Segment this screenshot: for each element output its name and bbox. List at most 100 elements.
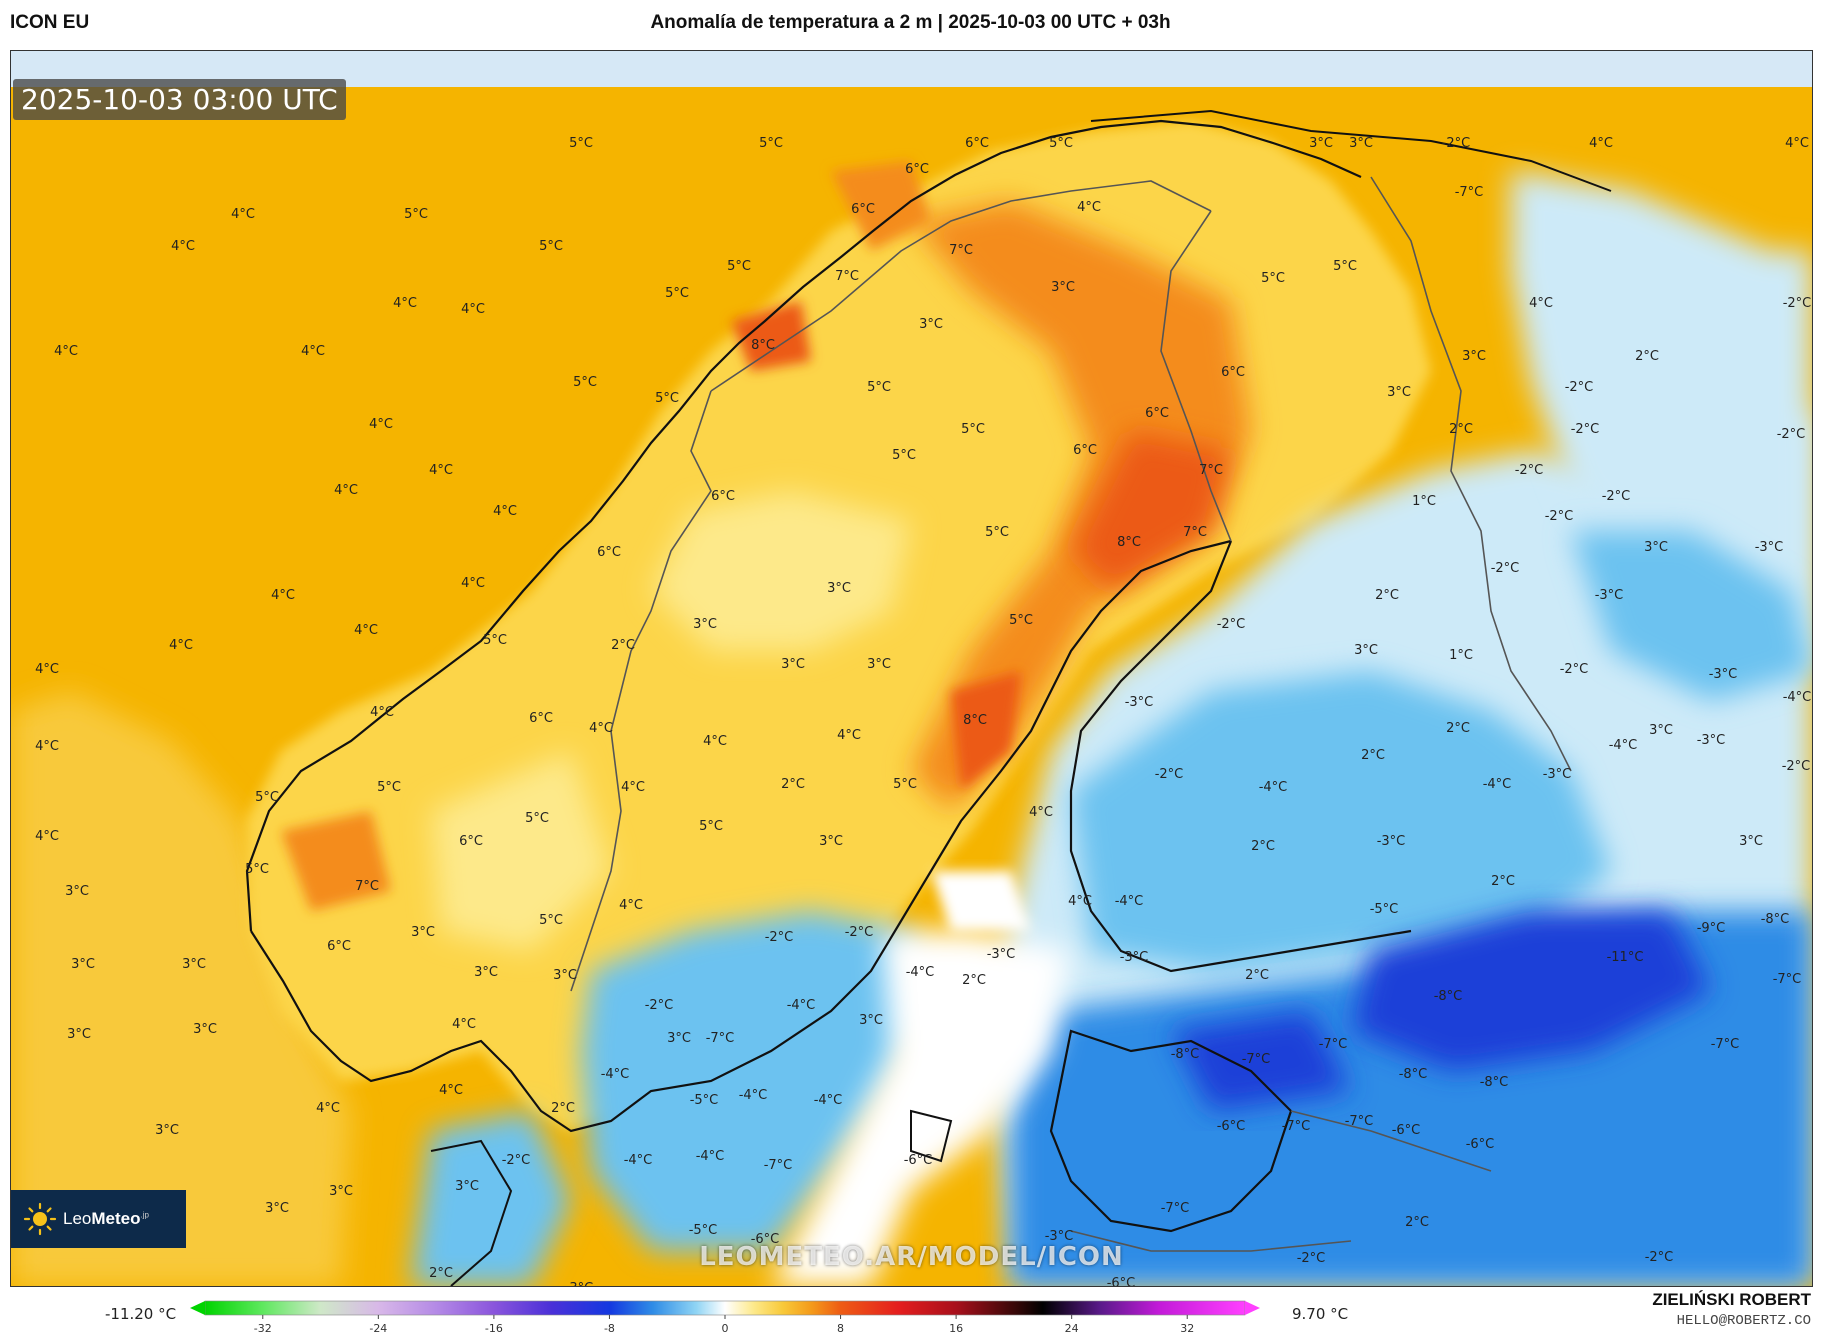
temp-label: 2°C (611, 638, 635, 653)
temp-label: 2°C (1245, 968, 1269, 983)
temp-label: -6°C (1466, 1137, 1495, 1152)
temp-label: 3°C (67, 1027, 91, 1042)
temp-label: 4°C (35, 739, 59, 754)
temp-label: -3°C (1755, 540, 1784, 555)
temp-label: -11°C (1607, 950, 1644, 965)
temp-label: 5°C (245, 862, 269, 877)
denmark-cold (411, 1111, 571, 1286)
temp-label: -4°C (1483, 777, 1512, 792)
temp-label: 6°C (851, 202, 875, 217)
temp-label: 3°C (819, 834, 843, 849)
temp-label: 4°C (316, 1101, 340, 1116)
logo-suffix: .jp (140, 1210, 149, 1220)
temp-label: 4°C (429, 463, 453, 478)
temp-label: -8°C (1480, 1075, 1509, 1090)
temp-label: -2°C (1442, 136, 1471, 151)
temp-label: -3°C (1120, 950, 1149, 965)
temp-label: 4°C (1785, 136, 1809, 151)
temp-label: 3°C (1309, 136, 1333, 151)
temp-label: 2°C (1491, 874, 1515, 889)
temp-label: 4°C (452, 1017, 476, 1032)
temp-label: 4°C (619, 898, 643, 913)
temp-label: -3°C (565, 1281, 594, 1286)
temp-label: -3°C (1045, 1229, 1074, 1244)
temp-label: -8°C (1434, 989, 1463, 1004)
temp-label: 1°C (1449, 648, 1473, 663)
temp-label: -4°C (787, 998, 816, 1013)
aland-neutral (931, 871, 1031, 931)
model-name: ICON EU (10, 12, 90, 33)
colorbar-tick-label: -8 (604, 1322, 615, 1335)
source-watermark: LEOMETEO.AR/MODEL/ICON (699, 1242, 1124, 1272)
temp-label: -7°C (706, 1031, 735, 1046)
temp-label: 4°C (231, 207, 255, 222)
colorbar-tick-label: 24 (1065, 1322, 1079, 1335)
temp-label: 6°C (1073, 443, 1097, 458)
temp-label: 3°C (859, 1013, 883, 1028)
temp-label: 6°C (459, 834, 483, 849)
temp-label: 4°C (169, 638, 193, 653)
temperature-anomaly-map[interactable]: 5°C 5°C 6°C 5°C 3°C 3°C -2°C 4°C 4°C 6°C -7°C 4°C 5°… (10, 50, 1813, 1287)
leometeo-logo[interactable]: LeoMeteo.jp (11, 1190, 186, 1248)
temp-label: 5°C (655, 391, 679, 406)
temp-label: 4°C (369, 417, 393, 432)
colorbar-tick-label: 32 (1180, 1322, 1194, 1335)
temp-label: 3°C (155, 1123, 179, 1138)
temp-label: -2°C (1545, 509, 1574, 524)
temp-label: 5°C (404, 207, 428, 222)
temp-label: -6°C (904, 1153, 933, 1168)
temp-label: -3°C (987, 947, 1016, 962)
temp-label: 3°C (474, 965, 498, 980)
temp-label: 5°C (665, 286, 689, 301)
temp-label: 4°C (35, 829, 59, 844)
temp-label: 4°C (439, 1083, 463, 1098)
colorbar-tick-label: 0 (722, 1322, 729, 1335)
temp-label: -6°C (1217, 1119, 1246, 1134)
temp-label: 3°C (1462, 349, 1486, 364)
temp-label: 2°C (1361, 748, 1385, 763)
temp-label: -7°C (1242, 1052, 1271, 1067)
temp-label: 6°C (1221, 365, 1245, 380)
colorbar-min-arrow (190, 1301, 205, 1315)
temp-label: -4°C (1115, 894, 1144, 909)
temp-label: 2°C (1405, 1215, 1429, 1230)
temp-label: -8°C (1399, 1067, 1428, 1082)
sun-icon (23, 1202, 57, 1236)
temp-label: 6°C (711, 489, 735, 504)
temp-label: 3°C (919, 317, 943, 332)
temp-label: 4°C (461, 576, 485, 591)
temp-label: -4°C (739, 1088, 768, 1103)
temp-label: -3°C (1125, 695, 1154, 710)
temp-label: -4°C (624, 1153, 653, 1168)
temp-label: 5°C (539, 913, 563, 928)
temp-label: 2°C (429, 1266, 453, 1281)
temp-label: 3°C (193, 1022, 217, 1037)
temp-label: 5°C (892, 448, 916, 463)
temp-label: 4°C (370, 705, 394, 720)
temp-label: 5°C (573, 375, 597, 390)
colorbar: -32 -24 -16 -8 0 8 16 24 32 (190, 1300, 1260, 1335)
logo-light: Leo (63, 1209, 92, 1228)
finland-cold (1071, 671, 1611, 971)
temp-label: 5°C (867, 380, 891, 395)
temp-label: -2°C (502, 1153, 531, 1168)
temp-label: 3°C (1354, 643, 1378, 658)
temp-label: 4°C (837, 728, 861, 743)
colorbar-max-label: 9.70 °C (1292, 1305, 1349, 1323)
border-latvia-lithuania (1070, 1230, 1352, 1252)
temp-label: -4°C (696, 1149, 725, 1164)
temp-label: 5°C (1009, 613, 1033, 628)
temp-label: -5°C (690, 1093, 719, 1108)
temp-label: 6°C (529, 711, 553, 726)
temp-label: 2°C (1375, 588, 1399, 603)
temp-label: 3°C (1644, 540, 1668, 555)
temp-label: -2°C (1571, 422, 1600, 437)
temp-label: 3°C (827, 581, 851, 596)
temp-label: 4°C (35, 662, 59, 677)
temp-label: 3°C (411, 925, 435, 940)
temp-label: 2°C (781, 777, 805, 792)
temp-label: 5°C (483, 633, 507, 648)
temp-label: 2°C (962, 973, 986, 988)
temp-label: -8°C (1761, 912, 1790, 927)
colorbar-gradient (204, 1300, 1246, 1316)
